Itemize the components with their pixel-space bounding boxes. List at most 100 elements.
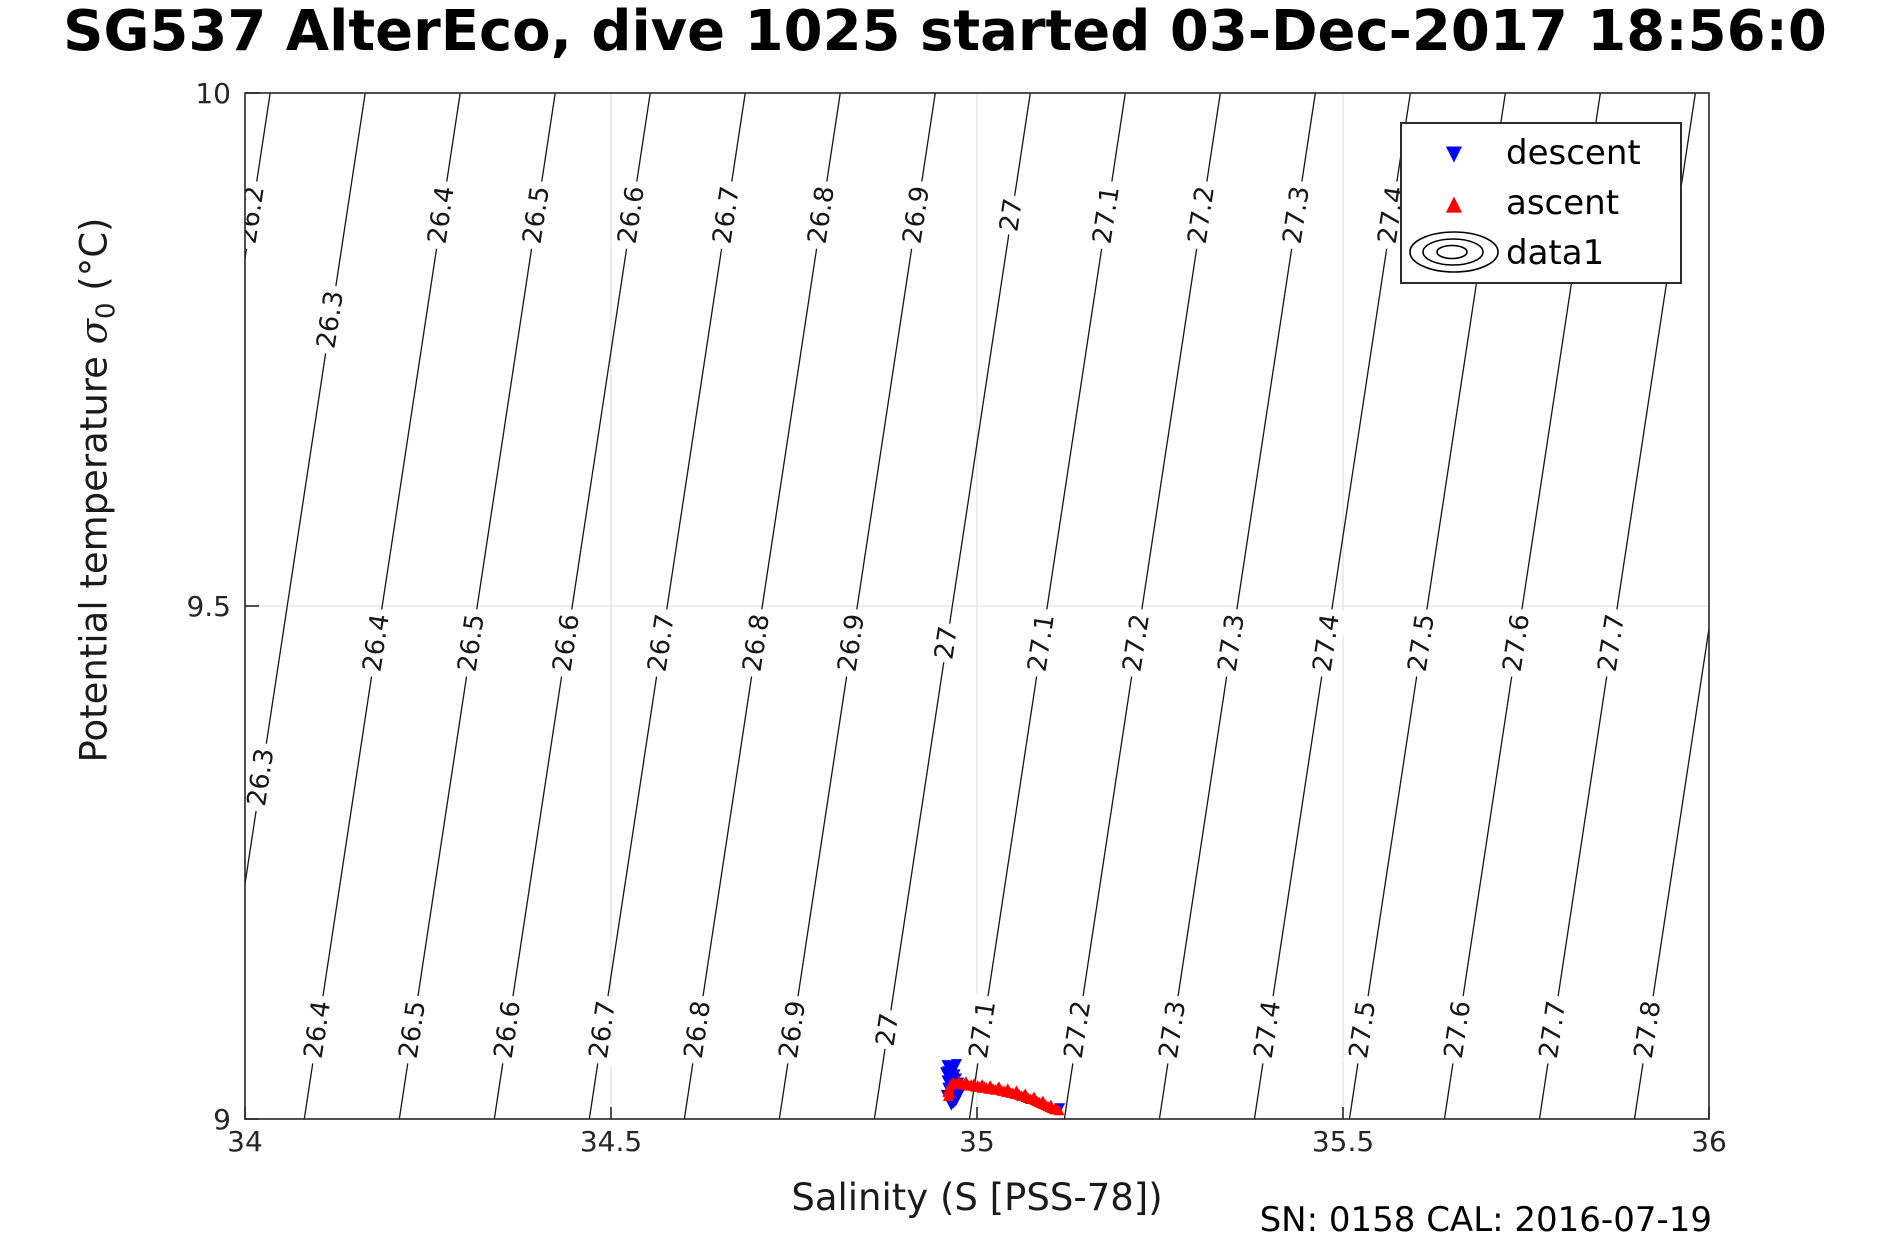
y-tick-label: 9 bbox=[213, 1103, 231, 1136]
contour-line bbox=[683, 93, 841, 1119]
contour-label: 27.3 bbox=[1211, 607, 1252, 679]
x-tick-label: 34 bbox=[227, 1125, 263, 1158]
contour-rings-icon bbox=[1402, 228, 1506, 279]
svg-text:27.6: 27.6 bbox=[1439, 999, 1477, 1061]
svg-text:27.8: 27.8 bbox=[1629, 999, 1667, 1061]
contour-label: 26.9 bbox=[772, 993, 813, 1066]
legend-label-ascent: ascent bbox=[1506, 183, 1620, 223]
contour-label: 27.6 bbox=[1438, 993, 1478, 1066]
contour-label: 27 bbox=[928, 621, 965, 665]
data-point bbox=[984, 1080, 996, 1091]
x-tick-label: 36 bbox=[1691, 1125, 1727, 1158]
svg-text:27.3: 27.3 bbox=[1213, 612, 1251, 674]
contour-label: 26.3 bbox=[310, 283, 351, 356]
contour-label: 27.1 bbox=[1021, 607, 1062, 679]
svg-text:27.7: 27.7 bbox=[1534, 999, 1572, 1061]
contour-label: 27.7 bbox=[1591, 607, 1632, 679]
svg-text:26.6: 26.6 bbox=[613, 184, 651, 246]
legend-row-ascent: ▲ ascent bbox=[1402, 178, 1680, 228]
contour-line bbox=[778, 93, 936, 1119]
svg-text:27.3: 27.3 bbox=[1278, 184, 1316, 246]
contour-label: 26.6 bbox=[487, 993, 528, 1066]
svg-text:26.7: 26.7 bbox=[708, 184, 746, 246]
svg-text:27.4: 27.4 bbox=[1249, 999, 1287, 1061]
data-point bbox=[951, 1059, 963, 1070]
data-point bbox=[940, 1067, 952, 1078]
contour-label: 26.6 bbox=[546, 607, 587, 679]
svg-text:26.7: 26.7 bbox=[642, 612, 680, 674]
svg-text:26.9: 26.9 bbox=[898, 184, 936, 246]
data-point bbox=[945, 1100, 957, 1111]
legend-row-descent: ▼ descent bbox=[1402, 128, 1680, 178]
x-tick-label: 35 bbox=[959, 1125, 995, 1158]
data-point bbox=[1011, 1085, 1023, 1096]
svg-text:26.6: 26.6 bbox=[489, 999, 527, 1061]
data-point bbox=[968, 1078, 980, 1089]
isopycnal-contours bbox=[245, 93, 1709, 1119]
legend-label-descent: descent bbox=[1506, 133, 1641, 173]
svg-text:27.1: 27.1 bbox=[964, 999, 1002, 1061]
ascent-series bbox=[942, 1075, 1065, 1116]
contour-line bbox=[968, 93, 1126, 1119]
contour-label: 26.4 bbox=[356, 607, 397, 679]
contour-label: 26.7 bbox=[582, 993, 623, 1066]
contour-label: 27.6 bbox=[1496, 607, 1537, 679]
data-point bbox=[1045, 1099, 1057, 1111]
legend-box: ▼ descent ▲ ascent data1 bbox=[1400, 122, 1682, 284]
svg-text:26.5: 26.5 bbox=[394, 999, 432, 1061]
contour-line bbox=[1063, 93, 1221, 1119]
contour-line bbox=[303, 93, 461, 1119]
data-point bbox=[941, 1060, 953, 1071]
contour-label: 27.8 bbox=[1628, 993, 1668, 1066]
contour-label: 27.2 bbox=[1181, 179, 1222, 251]
svg-text:27.5: 27.5 bbox=[1403, 612, 1441, 674]
contour-line bbox=[1158, 93, 1316, 1119]
svg-text:27.6: 27.6 bbox=[1498, 612, 1536, 674]
plot-title: SG537 AlterEco, dive 1025 started 03-Dec… bbox=[63, 0, 1827, 64]
contour-label: 26.8 bbox=[801, 179, 842, 251]
contour-label: 27.4 bbox=[1248, 993, 1288, 1066]
data-point bbox=[953, 1088, 965, 1100]
svg-text:27.2: 27.2 bbox=[1118, 612, 1156, 674]
svg-text:27.2: 27.2 bbox=[1183, 184, 1221, 246]
contour-label: 26.5 bbox=[516, 179, 557, 251]
contour-line bbox=[1253, 93, 1411, 1119]
svg-text:26.8: 26.8 bbox=[738, 612, 776, 674]
legend-label-data1: data1 bbox=[1506, 233, 1605, 273]
contour-label: 26.6 bbox=[611, 179, 652, 251]
contour-label: 27.3 bbox=[1276, 179, 1317, 251]
data-point bbox=[960, 1076, 972, 1087]
svg-text:26.9: 26.9 bbox=[774, 999, 812, 1061]
svg-text:26.3: 26.3 bbox=[312, 289, 350, 351]
svg-text:26.6: 26.6 bbox=[547, 612, 585, 674]
contour-line bbox=[398, 93, 556, 1119]
svg-text:26.5: 26.5 bbox=[517, 184, 555, 246]
sensor-annotation: SN: 0158 CAL: 2016-07-19 bbox=[1259, 1200, 1712, 1240]
svg-text:26.8: 26.8 bbox=[679, 999, 717, 1061]
data-point bbox=[1037, 1095, 1049, 1107]
x-tick-label: 34.5 bbox=[580, 1125, 642, 1158]
svg-text:26.2: 26.2 bbox=[232, 184, 270, 246]
data-point bbox=[953, 1075, 965, 1086]
svg-text:26.3: 26.3 bbox=[242, 746, 280, 808]
x-tick-label: 35.5 bbox=[1312, 1125, 1374, 1158]
svg-text:26.9: 26.9 bbox=[833, 612, 871, 674]
contour-line bbox=[245, 93, 366, 889]
contour-label: 27.5 bbox=[1401, 607, 1442, 679]
svg-text:26.4: 26.4 bbox=[357, 612, 395, 674]
contour-label: 26.2 bbox=[232, 179, 272, 251]
contour-label: 27.2 bbox=[1058, 993, 1098, 1066]
contour-label: 27.1 bbox=[963, 993, 1003, 1066]
ascent-triangle-icon: ▲ bbox=[1445, 190, 1463, 215]
data-point bbox=[1019, 1088, 1031, 1099]
contour-label: 27.1 bbox=[1086, 179, 1127, 251]
contour-line bbox=[1633, 624, 1709, 1119]
contour-label: 27.4 bbox=[1306, 607, 1347, 679]
contour-label: 27.3 bbox=[1153, 993, 1193, 1066]
contour-label: 27.7 bbox=[1533, 993, 1573, 1066]
contour-line bbox=[873, 93, 1031, 1119]
contour-label: 26.9 bbox=[896, 179, 937, 251]
y-tick-label: 10 bbox=[195, 77, 231, 110]
